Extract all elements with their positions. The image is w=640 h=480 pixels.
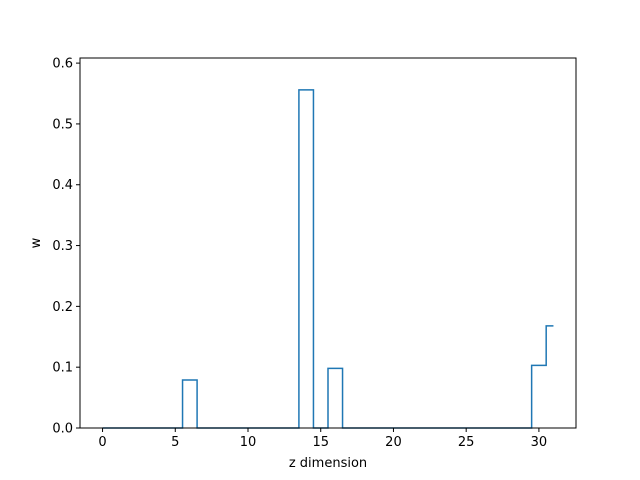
- x-tick-label: 30: [531, 435, 548, 450]
- x-tick-label: 5: [171, 435, 179, 450]
- x-tick-label: 10: [240, 435, 257, 450]
- y-tick-label: 0.1: [52, 361, 73, 376]
- y-tick-label: 0.3: [52, 239, 73, 254]
- x-tick-label: 20: [385, 435, 402, 450]
- y-tick-label: 0.4: [52, 178, 73, 193]
- x-axis-ticks: 0 5 10 15 20 25 30: [98, 428, 547, 450]
- x-tick-label: 0: [98, 435, 106, 450]
- x-axis-label: z dimension: [289, 456, 367, 471]
- y-tick-label: 0.5: [52, 117, 73, 132]
- y-axis-ticks: 0.0 0.1 0.2 0.3 0.4 0.5 0.6: [52, 57, 80, 437]
- y-tick-label: 0.6: [52, 57, 73, 72]
- x-tick-label: 15: [312, 435, 329, 450]
- y-tick-label: 0.0: [52, 422, 73, 437]
- axes-frame: [79, 57, 577, 429]
- y-axis-label: w: [29, 237, 44, 248]
- y-tick-label: 0.2: [52, 300, 73, 315]
- x-tick-label: 25: [458, 435, 475, 450]
